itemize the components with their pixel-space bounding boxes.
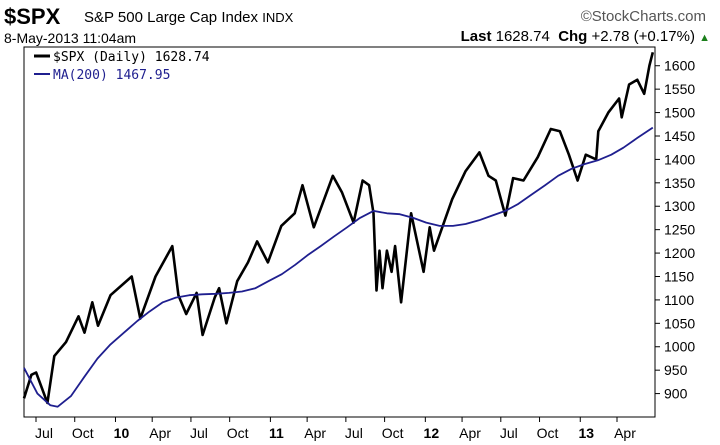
x-tick-label: Apr bbox=[459, 425, 481, 441]
y-tick-label: 1300 bbox=[664, 198, 695, 214]
y-tick-label: 1250 bbox=[664, 222, 695, 238]
x-tick-label: Apr bbox=[304, 425, 326, 441]
x-tick-label: 10 bbox=[114, 425, 130, 441]
plot-frame bbox=[23, 46, 656, 418]
y-tick-label: 1000 bbox=[664, 339, 695, 355]
y-tick-label: 1500 bbox=[664, 105, 695, 121]
y-tick-label: 1600 bbox=[664, 58, 695, 74]
brand-watermark: ©StockCharts.com bbox=[580, 8, 706, 25]
x-tick-label: Jul bbox=[190, 425, 208, 441]
y-tick-label: 1400 bbox=[664, 151, 695, 167]
x-tick-label: Oct bbox=[382, 425, 404, 441]
x-tick-label: 11 bbox=[269, 425, 284, 441]
up-triangle-icon: ▲ bbox=[699, 32, 710, 44]
x-tick-label: Jul bbox=[345, 425, 363, 441]
x-tick-label: Oct bbox=[537, 425, 559, 441]
legend: $SPX (Daily) 1628.74 MA(200) 1467.95 bbox=[34, 50, 210, 83]
last-label: Last bbox=[460, 28, 492, 45]
index-name-text: S&P 500 Large Cap Index bbox=[84, 9, 259, 26]
price-summary: Last 1628.74 Chg +2.78 (+0.17%) ▲ bbox=[461, 28, 710, 45]
y-tick-label: 1100 bbox=[664, 292, 694, 308]
exchange-label: INDX bbox=[262, 10, 294, 25]
x-tick-label: 12 bbox=[424, 425, 440, 441]
y-tick-label: 1550 bbox=[664, 81, 695, 97]
legend-label-spx: $SPX (Daily) 1628.74 bbox=[53, 50, 210, 65]
ma200-line bbox=[23, 126, 654, 408]
y-tick-label: 1350 bbox=[664, 175, 695, 191]
x-tick-label: Apr bbox=[149, 425, 171, 441]
timestamp: 8-May-2013 11:04am bbox=[4, 30, 137, 46]
x-tick-label: Apr bbox=[614, 425, 636, 441]
x-tick-label: Oct bbox=[72, 425, 94, 441]
spx-price-line bbox=[22, 51, 655, 405]
legend-label-ma200: MA(200) 1467.95 bbox=[53, 68, 170, 83]
y-tick-label: 1450 bbox=[664, 128, 695, 144]
y-tick-label: 1050 bbox=[664, 315, 695, 331]
chg-value: +2.78 (+0.17%) bbox=[591, 28, 695, 45]
y-tick-label: 900 bbox=[664, 386, 688, 402]
index-name: S&P 500 Large Cap Index INDX bbox=[84, 9, 293, 26]
x-axis: Jul Oct 10 Apr Jul Oct 11 Apr Jul Oct 12 Apr Jul Oct 1… bbox=[35, 417, 636, 441]
x-tick-label: 13 bbox=[578, 425, 594, 441]
y-tick-label: 1200 bbox=[664, 245, 695, 261]
y-tick-label: 1150 bbox=[664, 268, 694, 284]
ticker-symbol: $SPX bbox=[4, 4, 61, 29]
y-tick-label: 950 bbox=[664, 362, 688, 378]
plot-area bbox=[22, 46, 656, 418]
x-tick-label: Oct bbox=[227, 425, 249, 441]
y-axis: 900 950 1000 1050 1100 1150 1200 1250 1300 1350 14… bbox=[655, 58, 695, 402]
last-value: 1628.74 bbox=[495, 28, 550, 45]
x-tick-label: Jul bbox=[500, 425, 518, 441]
chg-label: Chg bbox=[558, 28, 588, 45]
x-tick-label: Jul bbox=[35, 425, 53, 441]
